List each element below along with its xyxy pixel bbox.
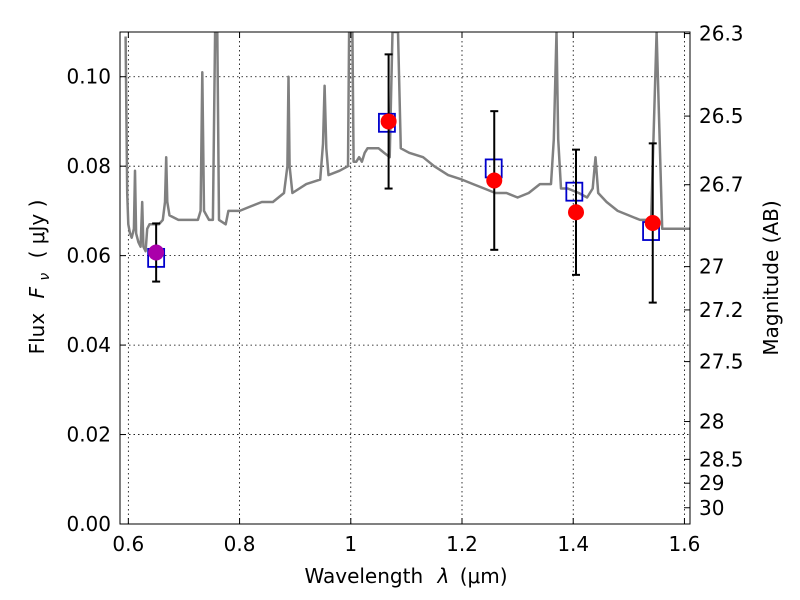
y-axis-label-symbol: F [25, 286, 49, 298]
y2-tick-label: 27.2 [699, 298, 744, 322]
y2-axis-label: Magnitude (AB) [759, 200, 783, 355]
x-tick-label: 1.4 [557, 532, 589, 556]
x-axis-label-symbol: λ [437, 564, 450, 588]
y-axis-label-prefix: Flux [25, 313, 49, 355]
x-axis-label-prefix: Wavelength [304, 564, 423, 588]
y-tick-label: 0.04 [66, 333, 111, 357]
plot-area [124, 32, 690, 304]
x-axis-label: Wavelength λ (μm) [304, 564, 507, 588]
y2-tick-label: 28 [699, 410, 724, 434]
x-tick-label: 1 [344, 532, 357, 556]
y2-tick-label: 27.5 [699, 350, 744, 374]
grid-layer [120, 32, 690, 525]
x-tick-label: 1.2 [446, 532, 478, 556]
y2-tick-label: 26.3 [699, 22, 744, 46]
x-tick-label: 0.8 [224, 532, 256, 556]
model-photometry-square [565, 181, 584, 202]
y2-tick-label: 26.5 [699, 104, 744, 128]
observed-photometry-point [148, 244, 165, 261]
plot-frame [119, 31, 691, 525]
y2-tick-label: 29 [699, 471, 724, 495]
observed-photometry-point [568, 204, 584, 221]
x-tick-label: 1.6 [669, 532, 701, 556]
y2-tick-label: 28.5 [699, 447, 744, 471]
y-tick-label: 0.02 [66, 423, 111, 447]
y-tick-label: 0.00 [66, 512, 111, 536]
x-axis-label-unit: (μm) [460, 564, 508, 588]
y-tick-label: 0.06 [66, 244, 111, 268]
observed-photometry-point [380, 113, 397, 130]
y-tick-label: 0.08 [66, 154, 111, 178]
observed-photometry-point [486, 172, 503, 189]
y2-tick-label: 26.7 [699, 173, 744, 197]
x-tick-label: 0.6 [112, 532, 144, 556]
observed-photometry-point [644, 214, 661, 231]
y-axis-label: Flux F ν ( μJy ) [25, 200, 54, 355]
y2-tick-label: 30 [699, 496, 724, 520]
y-axis-label-subscript: ν [37, 273, 53, 281]
y2-tick-label: 27 [699, 255, 724, 279]
spectrum-line [124, 32, 690, 253]
y-tick-label: 0.10 [66, 65, 111, 89]
axes-layer: 0.6 0.8 1 1.2 1.4 1.6 0.00 0.02 0.04 0.06 0.08 0.10… [66, 22, 743, 556]
y-axis-label-unit: ( μJy ) [25, 200, 49, 259]
